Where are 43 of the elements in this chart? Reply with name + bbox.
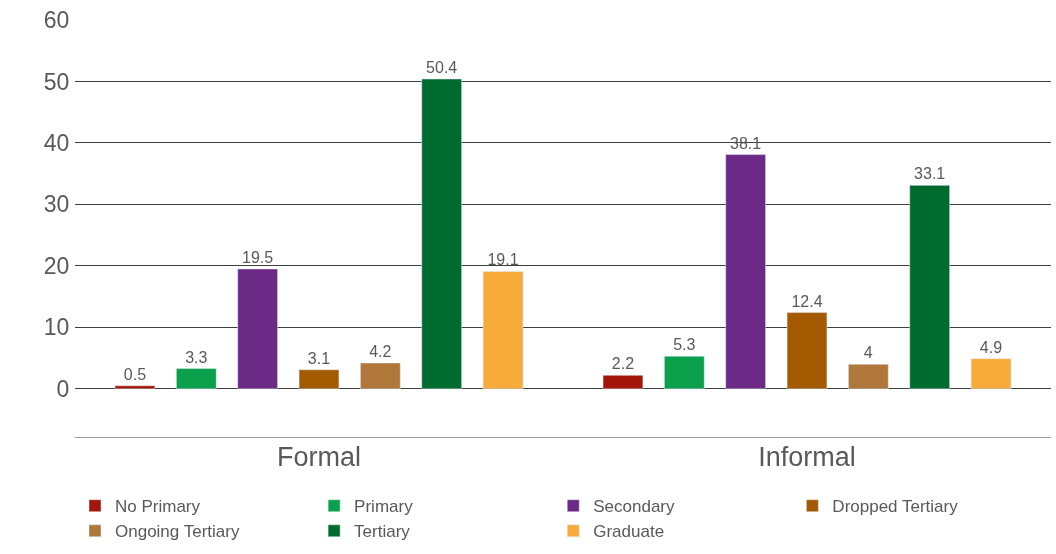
x-tick-label: Informal xyxy=(758,442,856,472)
bar xyxy=(909,185,950,390)
bar xyxy=(482,271,524,390)
data-label: 3.1 xyxy=(307,349,331,367)
legend-label: Dropped Tertiary xyxy=(832,497,959,517)
bar xyxy=(237,268,278,390)
data-label: 19.5 xyxy=(242,248,274,266)
bar xyxy=(786,312,828,390)
data-label: 50.4 xyxy=(426,59,458,77)
legend-label: Ongoing Tertiary xyxy=(115,522,240,542)
bar xyxy=(848,363,889,390)
data-label: 3.3 xyxy=(185,348,208,366)
x-tick-label: Formal xyxy=(276,442,362,472)
y-tick-label: 40 xyxy=(43,129,70,156)
data-label: 0.5 xyxy=(123,365,147,383)
data-label: 2.2 xyxy=(611,355,635,373)
legend-label: Secondary xyxy=(593,497,676,517)
data-label: 5.3 xyxy=(673,336,696,354)
legend-label: Primary xyxy=(354,497,414,517)
bar xyxy=(664,355,705,390)
y-tick-label: 30 xyxy=(43,191,70,218)
data-label: 19.1 xyxy=(487,251,519,269)
y-tick-label: 60 xyxy=(43,7,70,34)
bar xyxy=(725,154,766,390)
bar xyxy=(360,362,401,390)
legend-label: Tertiary xyxy=(354,522,411,542)
y-tick-label: 10 xyxy=(43,314,70,341)
legend-label: Graduate xyxy=(593,522,665,542)
data-label: 33.1 xyxy=(914,165,946,183)
legend-label: No Primary xyxy=(115,497,201,517)
bar xyxy=(298,369,340,390)
bar xyxy=(970,358,1012,390)
bar xyxy=(602,375,644,390)
y-tick-label: 50 xyxy=(43,68,70,95)
data-label: 4.9 xyxy=(979,338,1003,356)
y-tick-label: 20 xyxy=(43,252,70,279)
bar xyxy=(114,385,156,390)
y-tick-label: 0 xyxy=(56,375,70,402)
bar xyxy=(176,368,217,390)
data-label: 4 xyxy=(863,344,873,362)
bar xyxy=(421,78,462,390)
data-label: 12.4 xyxy=(791,292,823,310)
data-label: 4.2 xyxy=(369,343,392,361)
